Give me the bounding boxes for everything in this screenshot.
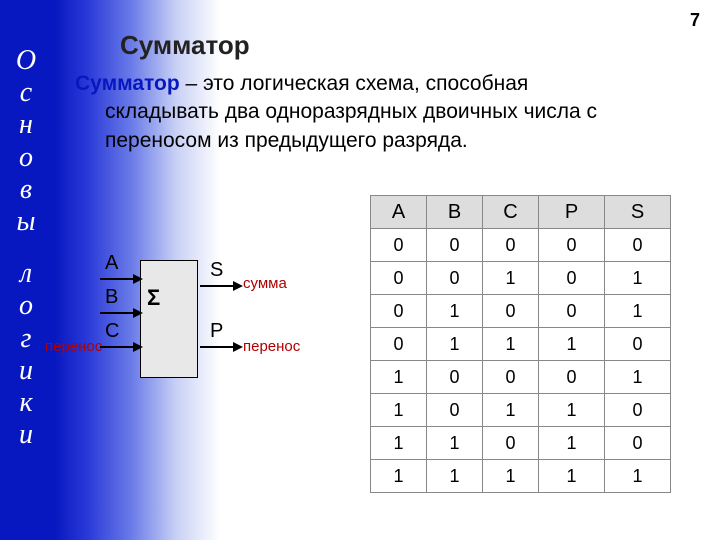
table-cell: 1 [371,361,427,394]
table-header-cell: P [539,196,605,229]
table-cell: 1 [427,427,483,460]
table-cell: 0 [539,361,605,394]
input-b-label: B [105,286,118,309]
table-cell: 1 [539,460,605,493]
table-row: 00000 [371,229,671,262]
table-cell: 0 [371,328,427,361]
table-header-cell: C [483,196,539,229]
table-row: 01001 [371,295,671,328]
table-cell: 0 [539,229,605,262]
table-cell: 1 [427,460,483,493]
table-cell: 0 [605,229,671,262]
arrow-head [133,342,143,352]
carry-out-label: перенос [243,338,300,355]
term: Сумматор [75,72,180,95]
input-c-label: C [105,320,119,343]
table-cell: 0 [427,229,483,262]
page-title: Сумматор [120,30,250,61]
table-cell: 0 [427,394,483,427]
adder-diagram: Σ A B C перенос S сумма P перенос [65,260,345,420]
sidebar-title: О с н о в ы л о г и к и [12,45,40,451]
table-cell: 1 [371,427,427,460]
sidebar-letter: н [12,109,40,141]
arrow-head [233,281,243,291]
output-s-label: S [210,259,223,282]
def-line2: складывать два одноразрядных двоичных чи… [105,98,695,126]
table-cell: 0 [483,427,539,460]
table-row: 01110 [371,328,671,361]
table-cell: 0 [539,262,605,295]
table-cell: 0 [539,295,605,328]
table-cell: 0 [483,295,539,328]
table-row: 11111 [371,460,671,493]
table-cell: 0 [483,229,539,262]
sidebar-letter: О [12,45,40,77]
sidebar-letter: г [12,323,40,355]
sigma-symbol: Σ [147,285,160,311]
table-cell: 1 [483,460,539,493]
def-line3: переносом из предыдущего разряда. [105,127,695,155]
def-line1: – это логическая схема, способная [180,72,529,95]
table-cell: 1 [605,295,671,328]
table-row: 10001 [371,361,671,394]
table-cell: 1 [539,427,605,460]
table-cell: 0 [605,394,671,427]
table-cell: 1 [605,361,671,394]
table-cell: 0 [605,328,671,361]
arrow-head [133,308,143,318]
table-cell: 0 [427,262,483,295]
table-cell: 0 [371,295,427,328]
arrow-head [233,342,243,352]
table-cell: 1 [539,328,605,361]
adder-box [140,260,198,378]
table-cell: 1 [539,394,605,427]
output-p-label: P [210,320,223,343]
input-a-label: A [105,252,118,275]
sidebar-letter: с [12,77,40,109]
table-cell: 1 [605,460,671,493]
table-header-row: ABCPS [371,196,671,229]
sidebar-letter: и [12,419,40,451]
table-cell: 1 [605,262,671,295]
table-cell: 0 [483,361,539,394]
arrow-head [133,274,143,284]
table-row: 11010 [371,427,671,460]
sum-label: сумма [243,275,287,292]
sidebar-letter: к [12,387,40,419]
table-row: 00101 [371,262,671,295]
sidebar-letter: л [12,258,40,290]
table-cell: 1 [371,394,427,427]
definition-text: Сумматор – это логическая схема, способн… [75,70,695,155]
table-header-cell: B [427,196,483,229]
table-cell: 0 [605,427,671,460]
sidebar-letter: и [12,355,40,387]
table-cell: 1 [371,460,427,493]
table-cell: 0 [371,262,427,295]
table-cell: 1 [483,262,539,295]
table-cell: 0 [427,361,483,394]
carry-in-label: перенос [45,338,102,355]
sidebar-letter: о [12,142,40,174]
sidebar-letter: в [12,174,40,206]
table-header-cell: S [605,196,671,229]
truth-table: ABCPS 0000000101010010111010001101101101… [370,195,671,493]
table-row: 10110 [371,394,671,427]
table-cell: 1 [427,328,483,361]
table-cell: 0 [371,229,427,262]
table-cell: 1 [427,295,483,328]
sidebar-letter: о [12,290,40,322]
table-cell: 1 [483,394,539,427]
sidebar-letter: ы [12,206,40,238]
table-cell: 1 [483,328,539,361]
table-header-cell: A [371,196,427,229]
page-number: 7 [690,10,700,31]
